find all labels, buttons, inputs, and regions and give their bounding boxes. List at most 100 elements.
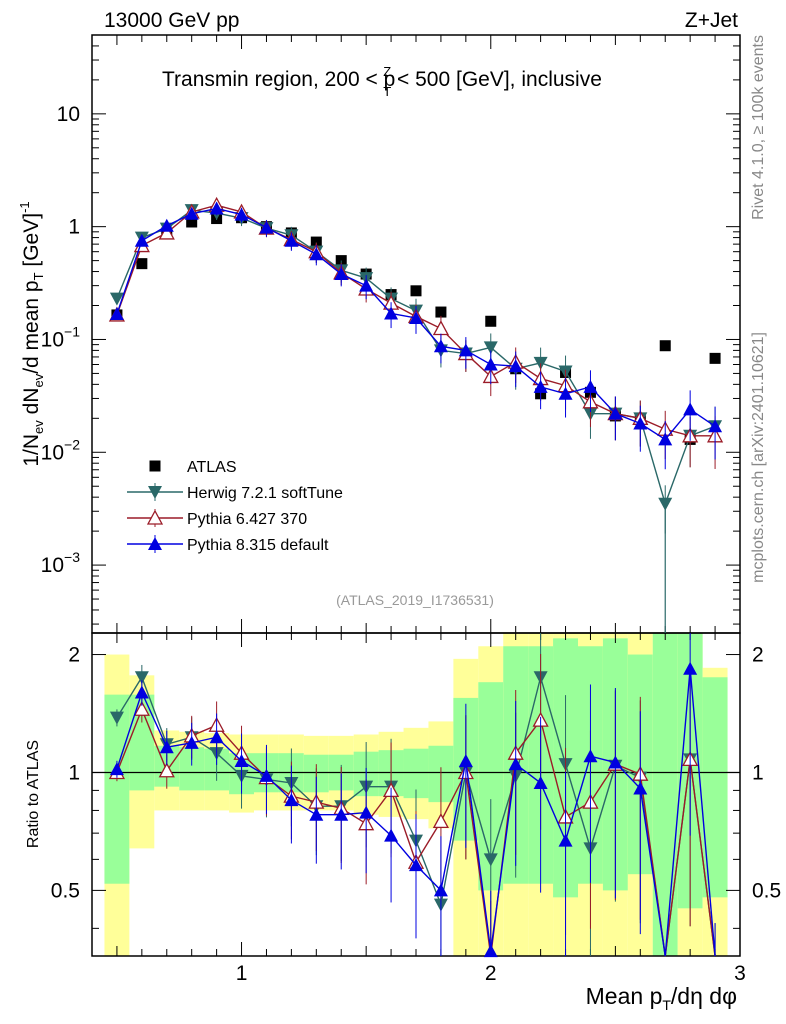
point-herwig [109,292,124,306]
point-pythia8 [209,201,224,215]
legend-entry-pythia6: Pythia 6.427 370 [127,509,307,528]
ratio-point-pythia8 [159,740,174,754]
point-pythia8 [483,357,498,371]
ratio-point-pythia8 [483,944,498,958]
point-pythia8 [309,247,324,261]
ratio-y-tick-label-right: 1 [752,761,764,784]
legend: ATLAS Herwig 7.2.1 softTune Pythia 6.427 3… [127,459,343,554]
point-pythia8 [558,386,573,400]
point-atlas [410,285,422,297]
ratio-point-pythia8 [683,661,698,675]
legend-marker [148,486,162,499]
y-tick-label-base: 10 [57,103,80,126]
point-pythia8 [658,432,673,446]
ratio-y-tick-label-left: 0.5 [51,879,80,902]
x-tick-label: 2 [485,962,497,985]
ratio-point-pythia8 [633,781,648,795]
y-tick-label: 10 [57,103,80,126]
point-pythia8 [384,306,399,320]
ratio-point-pythia8 [384,828,399,842]
point-pythia8 [334,267,349,281]
analysis-id: (ATLAS_2019_I1736531) [336,592,494,608]
ratio-point-pythia8 [309,807,324,821]
plot-title-rest: < 500 [GeV], inclusive [391,68,602,91]
y-tick-label: 1 [68,216,80,239]
point-pythia8 [359,278,374,292]
point-atlas [659,340,671,352]
point-pythia8 [508,359,523,373]
band-green-bin [702,677,728,898]
point-atlas [709,352,721,364]
point-pythia8 [159,218,174,232]
y-tick-label-base: 10 [41,554,64,577]
ratio-series-pythia8 [109,633,716,958]
ratio-point-pythia8 [284,793,299,807]
legend-entry-atlas: ATLAS [149,459,237,476]
legend-marker [148,537,162,550]
point-pythia8 [533,379,548,393]
series-pythia8 [109,201,723,470]
point-pythia6 [158,224,175,240]
y-tick-label-base: 10 [41,328,64,351]
band-green-bin [652,633,678,956]
legend-label: Pythia 6.427 370 [187,511,307,528]
rivet-version-label: Rivet 4.1.0, ≥ 100k events [750,35,767,220]
ratio-point-pythia8 [134,685,149,699]
point-pythia8 [633,416,648,430]
ratio-point-pythia8 [433,883,448,897]
ratio-point-pythia8 [184,735,199,749]
point-pythia8 [259,220,274,234]
ratio-point-pythia6 [133,700,150,716]
plot-title-main: Transmin region, 200 < p [162,68,395,91]
point-atlas [435,306,447,318]
ratio-point-pythia6 [432,813,450,829]
point-pythia8 [683,402,698,416]
ratio-point-pythia8 [458,753,473,767]
y-tick-label: 10−1 [41,323,81,351]
ratio-y-tick-label-left: 2 [68,644,80,667]
ratio-point-pythia8 [508,757,523,771]
plot-title-sub: T [383,84,391,99]
ratio-point-herwig [134,671,149,685]
ratio-point-pythia8 [359,805,374,819]
ratio-point-pythia6 [158,762,175,778]
ratio-y-tick-label-left: 1 [68,761,80,784]
ratio-point-pythia8 [209,730,224,744]
legend-label: Pythia 8.315 default [187,537,329,554]
legend-label: Herwig 7.2.1 softTune [187,485,343,502]
point-pythia8 [409,310,423,324]
ratio-point-pythia8 [259,768,274,782]
plot-title: Transmin region, 200 < pZ T < 500 [GeV], … [162,64,602,99]
y-tick-label-exp: −3 [64,549,80,565]
point-atlas [186,216,198,228]
ratio-point-pythia8 [234,753,249,767]
point-atlas [485,315,497,327]
header-left: 13000 GeV pp [104,9,239,32]
ratio-point-pythia8 [409,858,423,872]
legend-marker [146,509,164,525]
ratio-point-pythia8 [558,833,573,847]
legend-label: ATLAS [187,459,237,476]
point-pythia8 [583,379,598,393]
y-tick-label-exp: −1 [64,323,80,339]
ratio-point-pythia8 [334,807,349,821]
y-tick-label-exp: −2 [64,436,80,452]
point-pythia8 [184,206,199,220]
point-atlas [310,236,322,248]
point-pythia8 [433,339,448,353]
point-atlas [136,258,148,270]
ratio-point-pythia8 [608,755,623,769]
data-series [108,196,724,958]
plot-title-sup: Z [383,64,391,79]
point-pythia8 [458,343,473,357]
y-tick-label-base: 1 [68,216,80,239]
ratio-point-pythia8 [533,775,548,789]
point-pythia8 [284,233,299,247]
point-pythia8 [134,233,149,247]
y-tick-label: 10−3 [41,549,81,577]
x-tick-label: 3 [734,962,746,985]
ratio-point-pythia8 [583,749,598,763]
point-pythia8 [109,307,124,321]
